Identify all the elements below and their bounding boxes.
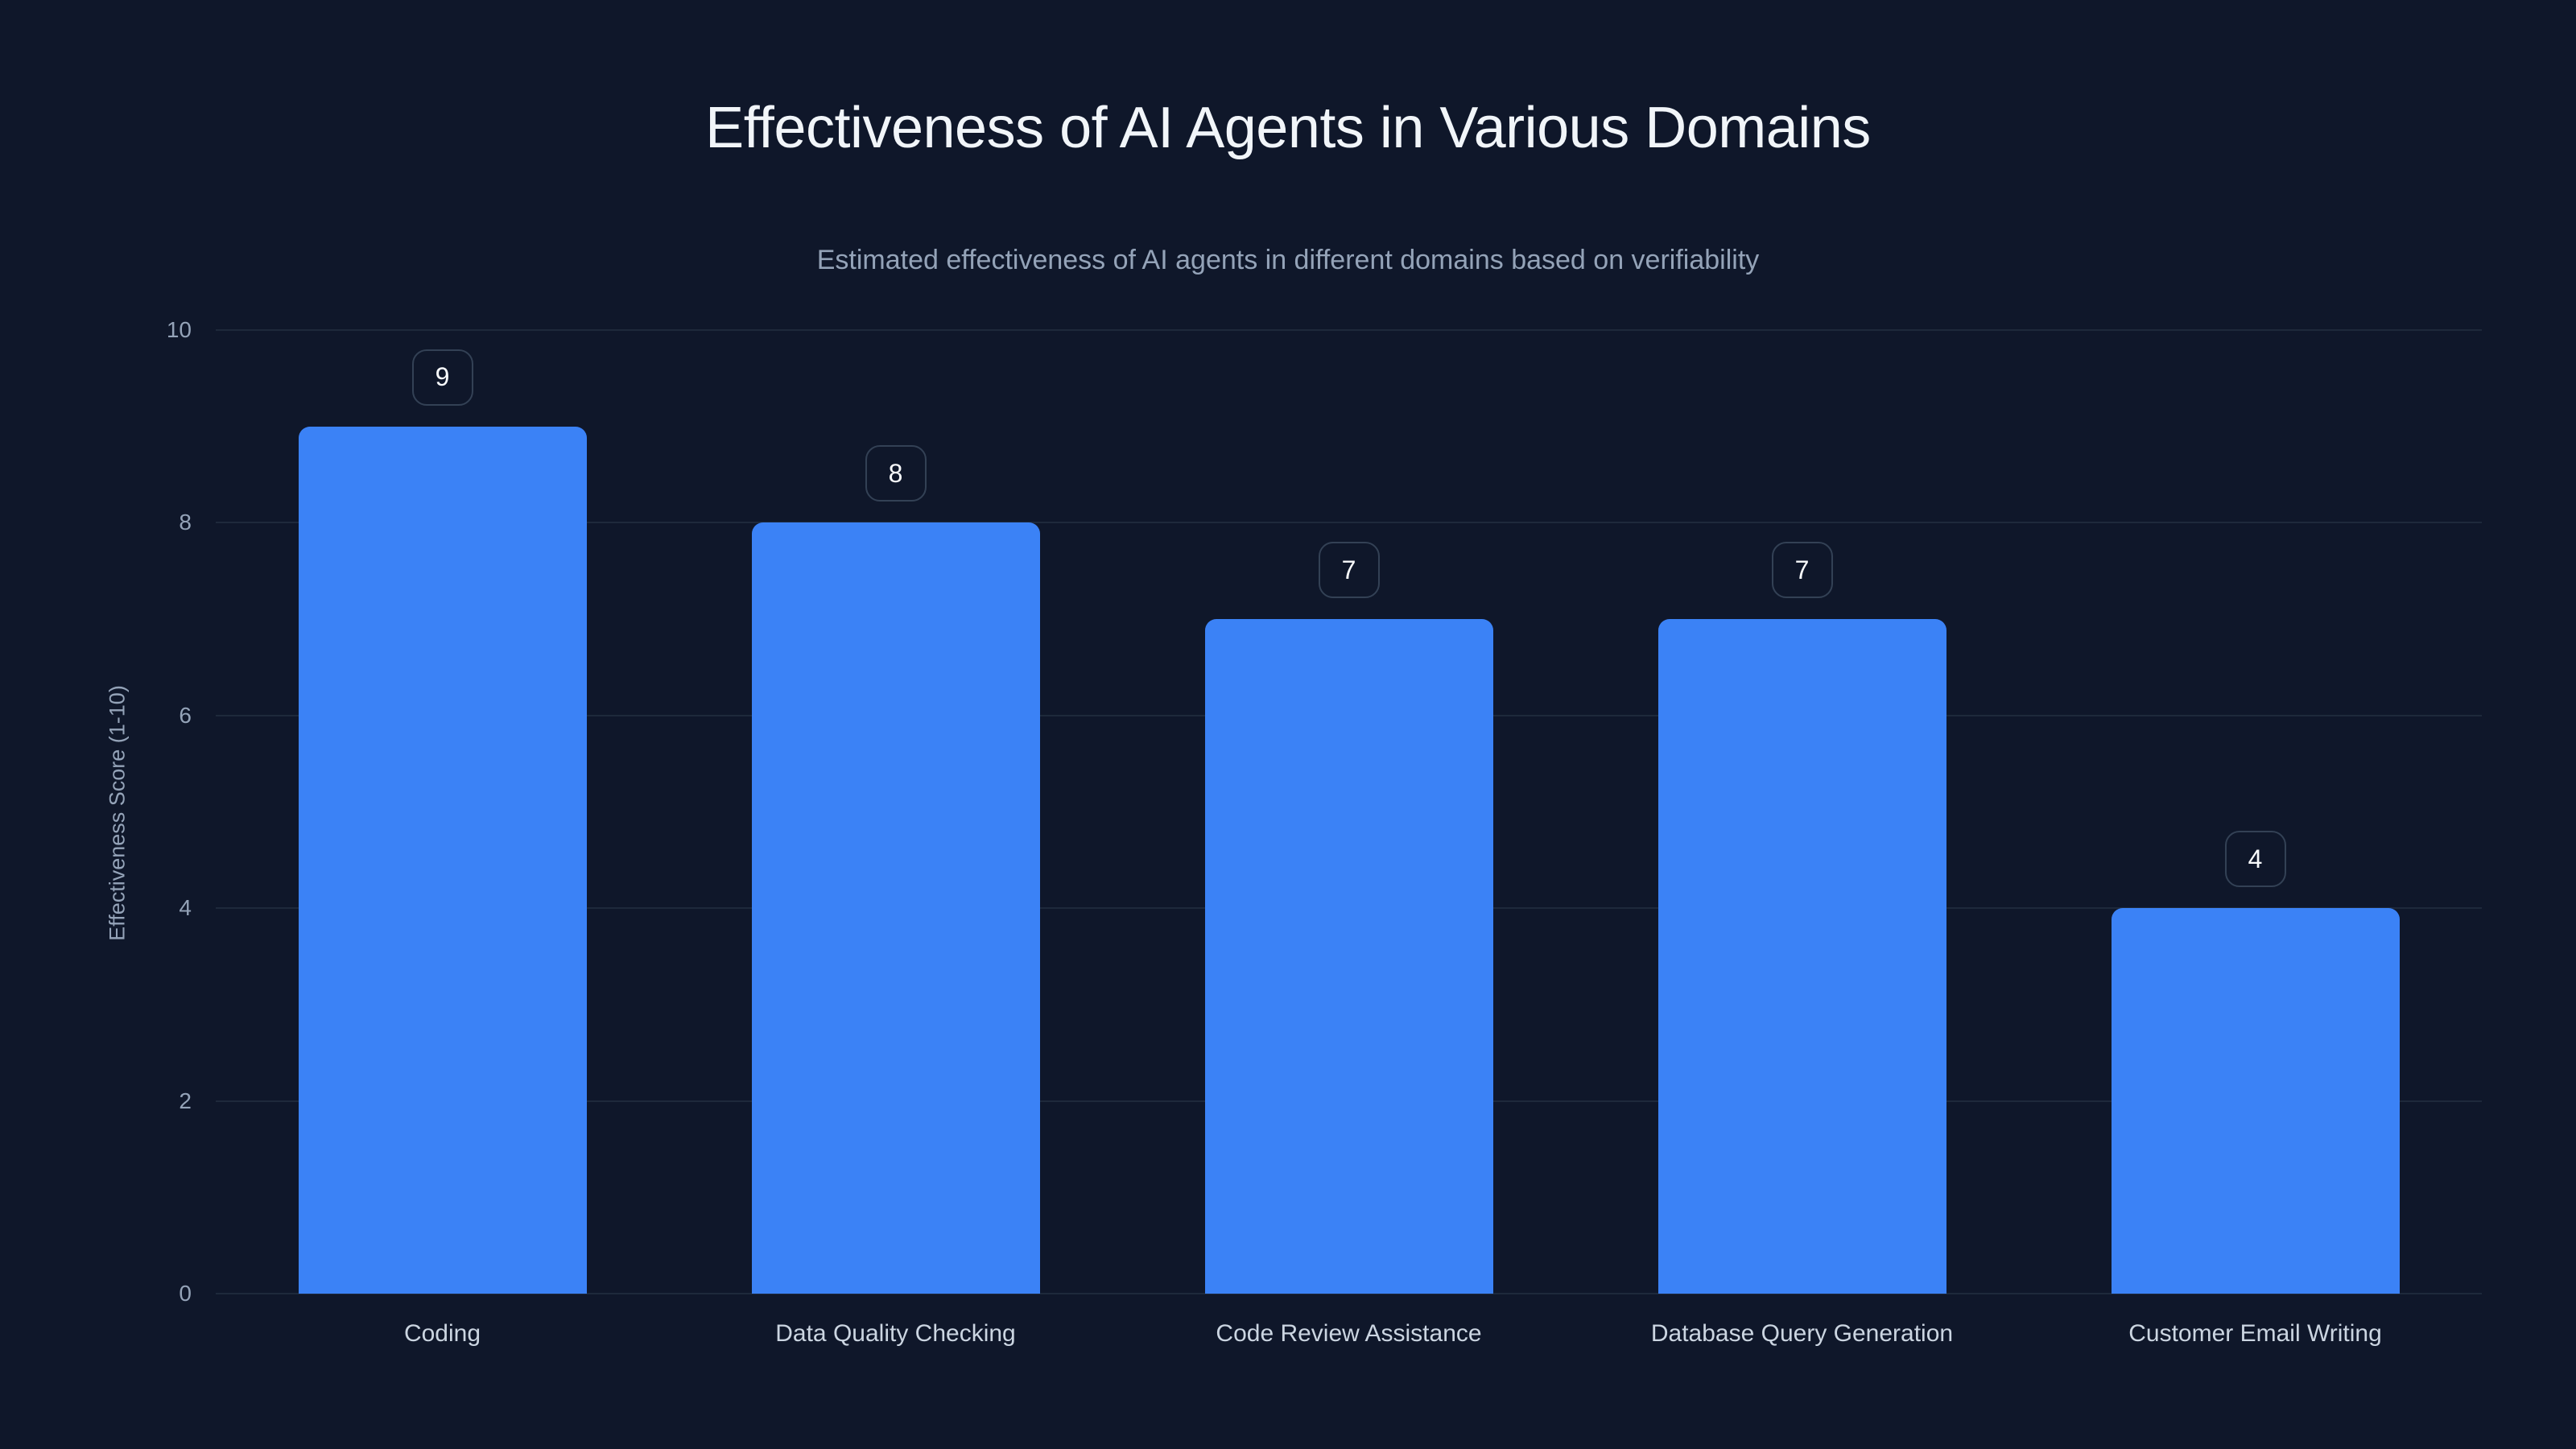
x-tick-label: Database Query Generation: [1650, 1320, 1954, 1347]
chart-subtitle: Estimated effectiveness of AI agents in …: [816, 245, 1760, 275]
gridline: [216, 1293, 2482, 1294]
data-label: 9: [411, 349, 473, 406]
chart-title: Effectiveness of AI Agents in Various Do…: [705, 96, 1871, 160]
x-tick-label: Coding: [403, 1320, 481, 1347]
y-tick-label: 10: [166, 317, 192, 342]
x-tick-label: Data Quality Checking: [775, 1320, 1016, 1347]
plot-area: 9 8 7 7 4: [216, 329, 2482, 1294]
bar-data-quality-checking: [751, 522, 1040, 1294]
y-tick-label: 8: [179, 510, 192, 535]
bar-coding: [298, 426, 587, 1294]
data-label: 8: [865, 445, 927, 502]
data-label: 4: [2224, 831, 2286, 888]
bar-customer-email-writing: [2111, 908, 2400, 1294]
bar-code-review-assistance: [1204, 619, 1493, 1294]
x-tick-label: Customer Email Writing: [2128, 1320, 2382, 1347]
data-label: 7: [1771, 542, 1833, 599]
data-label: 7: [1318, 542, 1380, 599]
y-tick-label: 2: [179, 1088, 192, 1113]
gridline: [216, 329, 2482, 331]
y-tick-label: 4: [179, 895, 192, 921]
y-tick-label: 6: [179, 702, 192, 728]
gridline: [216, 522, 2482, 524]
bar-database-query-generation: [1657, 619, 1946, 1294]
y-tick-label: 0: [179, 1281, 192, 1306]
x-tick-label: Code Review Assistance: [1216, 1320, 1482, 1347]
